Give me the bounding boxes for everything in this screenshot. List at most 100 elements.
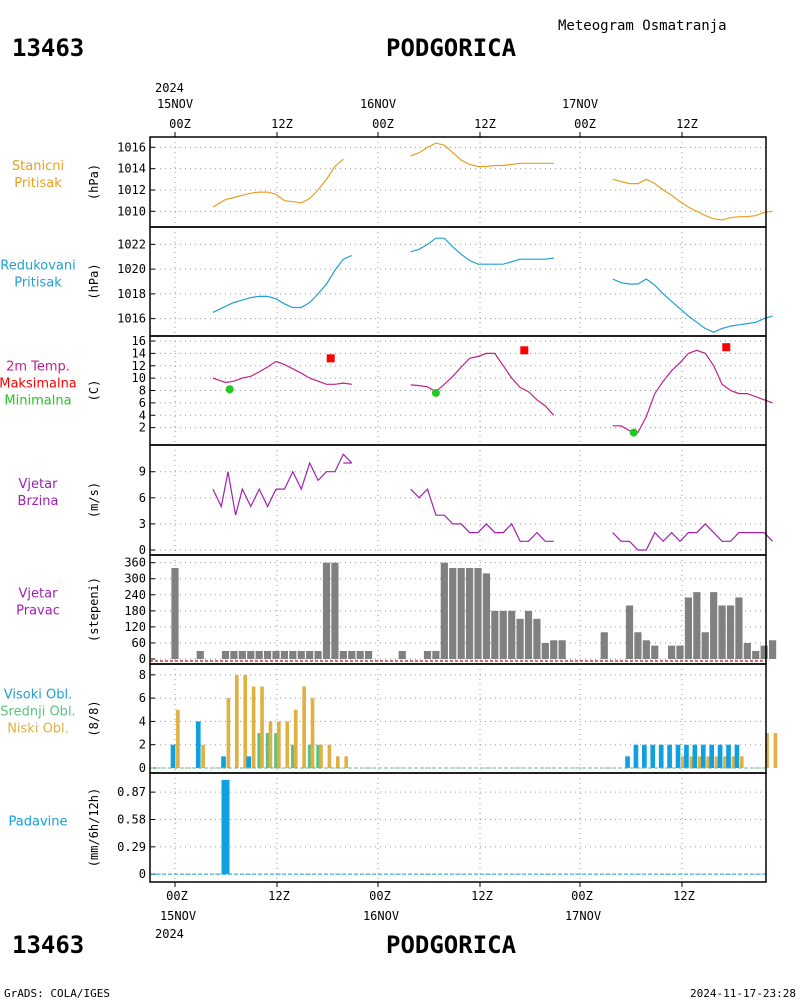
panel-unit: (mm/6h/12h) xyxy=(87,788,101,867)
low-cloud-bar xyxy=(697,756,702,768)
wind-direction-bar xyxy=(482,573,491,659)
panel-unit: (C) xyxy=(87,380,101,402)
panel-label: Redukovani xyxy=(0,259,75,274)
high-cloud-bar xyxy=(684,744,689,768)
series-line xyxy=(212,254,353,313)
wind-direction-bar xyxy=(600,632,608,659)
series-line xyxy=(410,352,555,416)
low-cloud-bar xyxy=(723,756,727,768)
panel-unit: (stepeni) xyxy=(87,577,101,642)
y-tick-label: 8 xyxy=(139,668,146,682)
low-cloud-bar xyxy=(731,756,736,768)
top-axis-date: 15NOV xyxy=(157,97,193,111)
high-cloud-bar xyxy=(726,744,731,768)
series-line xyxy=(410,237,554,265)
y-tick-label: 4 xyxy=(139,714,146,728)
station-name-bottom: PODGORICA xyxy=(386,931,517,959)
max-temp-marker xyxy=(722,343,731,352)
wind-direction-bar xyxy=(474,568,482,659)
wind-direction-bar xyxy=(533,618,541,659)
y-tick-label: 6 xyxy=(139,691,146,705)
y-tick-label: 60 xyxy=(132,636,146,650)
top-axis-date: 16NOV xyxy=(360,97,396,111)
wind-direction-bar xyxy=(297,650,305,659)
panel-frame xyxy=(149,772,767,883)
panel-label: Pritisak xyxy=(14,276,62,291)
low-cloud-bar xyxy=(319,744,323,768)
y-tick-label: 120 xyxy=(124,620,146,634)
wind-direction-bar xyxy=(768,640,777,659)
high-cloud-bar xyxy=(625,756,630,768)
y-tick-label: 0.58 xyxy=(117,812,146,826)
wind-direction-bar xyxy=(718,605,726,659)
mid-cloud-bar xyxy=(257,733,263,768)
wind-direction-bar xyxy=(508,610,516,659)
wind-direction-bar xyxy=(524,610,533,659)
wind-direction-bar xyxy=(550,640,558,659)
station-id-top: 13463 xyxy=(12,34,84,62)
y-tick-label: 0 xyxy=(139,543,146,557)
series-line xyxy=(612,278,773,333)
y-tick-label: 2 xyxy=(139,738,146,752)
y-tick-label: 0.87 xyxy=(117,785,146,799)
high-cloud-bar xyxy=(221,756,226,768)
panel-unit: (hPa) xyxy=(87,263,101,299)
wind-direction-bar xyxy=(331,562,339,659)
top-axis-hour: 00Z xyxy=(372,117,394,131)
y-tick-label: 14 xyxy=(132,346,146,360)
y-tick-label: 8 xyxy=(139,384,146,398)
y-tick-label: 1018 xyxy=(117,287,146,301)
panel-unit: (hPa) xyxy=(87,164,101,200)
low-cloud-bar xyxy=(234,674,239,768)
low-cloud-bar xyxy=(176,709,180,768)
panel-unit: (8/8) xyxy=(87,700,101,736)
high-cloud-bar xyxy=(633,744,639,768)
panel-label: Srednji Obl. xyxy=(0,705,75,720)
wind-direction-bar xyxy=(196,650,204,659)
series-line xyxy=(212,158,344,208)
panel-label: Brzina xyxy=(18,494,59,509)
panel-label: Vjetar xyxy=(19,477,59,492)
subtitle: Meteogram Osmatranja xyxy=(558,18,727,34)
panel-label: Maksimalna xyxy=(0,377,77,392)
high-cloud-bar xyxy=(642,744,647,768)
wind-direction-bar xyxy=(339,650,347,659)
panel-frame xyxy=(149,136,767,228)
mid-cloud-bar xyxy=(291,744,296,768)
y-tick-label: 0.29 xyxy=(117,840,146,854)
mid-cloud-bar xyxy=(265,733,271,768)
station-name-top: PODGORICA xyxy=(386,34,517,62)
wind-direction-bar xyxy=(667,645,676,659)
y-tick-label: 0 xyxy=(139,867,146,881)
wind-direction-bar xyxy=(289,650,297,659)
wind-direction-bar xyxy=(247,650,255,659)
low-cloud-bar xyxy=(714,756,719,768)
high-cloud-bar xyxy=(170,744,176,768)
mid-cloud-bar xyxy=(307,744,313,768)
y-tick-label: 0 xyxy=(139,652,146,666)
panel-label: Niski Obl. xyxy=(7,722,69,737)
min-temp-marker xyxy=(431,388,440,397)
low-cloud-bar xyxy=(251,686,256,768)
top-axis-hour: 12Z xyxy=(676,117,698,131)
panel-label: Minimalna xyxy=(4,394,71,409)
y-tick-label: 1014 xyxy=(117,162,146,176)
top-axis-hour: 00Z xyxy=(574,117,596,131)
low-cloud-bar xyxy=(201,744,205,768)
series-line xyxy=(612,178,773,221)
series-line xyxy=(410,142,554,168)
top-axis-date: 17NOV xyxy=(562,97,598,111)
wind-direction-bar xyxy=(701,632,709,659)
panel-unit: (m/s) xyxy=(87,482,101,518)
y-tick-label: 0 xyxy=(139,761,146,775)
panel-label: 2m Temp. xyxy=(6,360,70,375)
wind-direction-bar xyxy=(449,568,457,659)
bottom-axis-hour: 00Z xyxy=(166,889,188,903)
y-tick-label: 1010 xyxy=(117,204,146,218)
y-tick-label: 3 xyxy=(139,517,146,531)
series-line xyxy=(212,360,352,385)
wind-direction-bar xyxy=(726,605,735,659)
y-tick-label: 1012 xyxy=(117,183,146,197)
high-cloud-bar xyxy=(658,744,664,768)
low-cloud-bar xyxy=(226,698,231,768)
